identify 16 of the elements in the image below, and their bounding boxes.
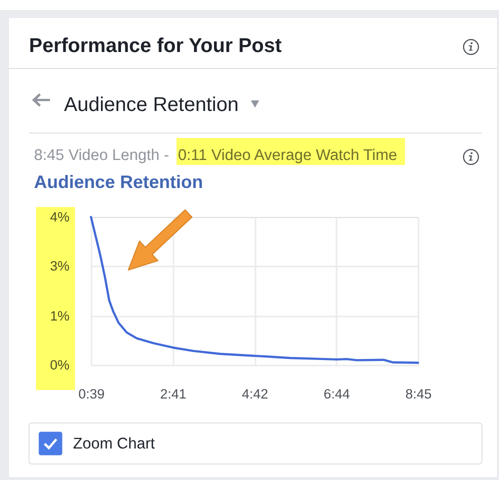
text: Zoom Chart [73, 436, 156, 452]
x-tick-label: 2:41 [160, 386, 186, 402]
text: Audience Retention [34, 172, 204, 192]
text: 8:45 Video Length - [34, 147, 170, 164]
y-tick-label: 1% [50, 308, 70, 324]
text: 0:11 Video Average Watch Time [178, 147, 398, 164]
x-tick-label: 0:39 [78, 386, 105, 402]
x-tick-label: 4:42 [242, 386, 268, 402]
line-series [90, 216, 420, 364]
y-tick-label: 0% [50, 358, 70, 372]
x-tick-label: 6:44 [324, 386, 350, 402]
y-tick-label: 3% [50, 258, 70, 274]
y-tick-label: 4% [50, 210, 70, 224]
chart-subtitle: Audience Retention [64, 94, 239, 116]
chart-title: Performance for Your Post [29, 35, 282, 57]
x-tick-label: 8:45 [405, 386, 432, 402]
